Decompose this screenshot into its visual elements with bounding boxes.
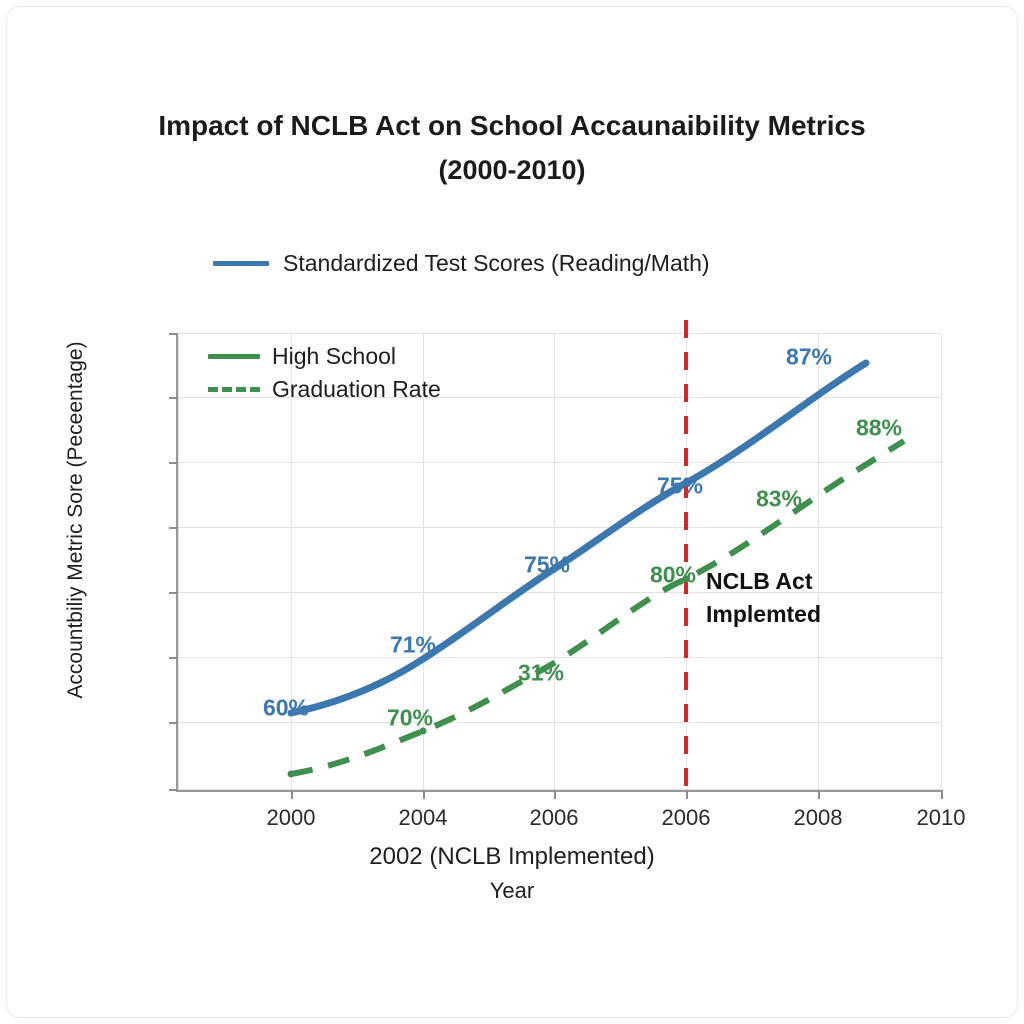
chart-title-line-1: Impact of NCLB Act on School Accaunaibil… — [158, 110, 866, 141]
series-line-graduation-rate — [290, 438, 906, 777]
x-tick-label: 2008 — [793, 805, 843, 830]
legend-graduation-rate[interactable]: High School Graduation Rate — [208, 343, 441, 403]
y-axis-title: Accountbiliy Metric Sore (Peceentage) — [64, 341, 87, 699]
gridline-horizontal — [178, 527, 942, 528]
legend-swatch-green-solid-icon — [208, 354, 260, 359]
legend-label-standardized-test-scores: Standardized Test Scores (Reading/Math) — [283, 250, 710, 276]
gridline-horizontal — [178, 462, 942, 463]
x-tick-mark — [423, 790, 425, 799]
y-tick-mark — [169, 657, 178, 659]
x-tick-label: 2006 — [661, 805, 711, 830]
gridline-vertical — [941, 333, 942, 790]
annotation-line-2: Implemted — [706, 601, 822, 627]
x-axis-title-block: 2002 (NCLB Implemented) Year — [0, 840, 1024, 908]
data-label-graduation-rate: 83% — [755, 485, 803, 512]
data-point — [287, 770, 295, 778]
x-tick-label: 2004 — [398, 805, 448, 830]
legend-swatch-green-dashed-icon — [208, 387, 260, 392]
chart-title: Impact of NCLB Act on School Accaunaibil… — [0, 104, 1024, 192]
gridline-vertical — [291, 333, 292, 790]
data-label-test-scores: 75% — [656, 472, 704, 499]
gridline-horizontal — [178, 333, 942, 334]
x-axis-title: Year — [489, 878, 535, 903]
gridline-horizontal — [178, 592, 942, 593]
x-tick-mark — [941, 790, 943, 799]
gridline-vertical — [423, 333, 424, 790]
data-point — [419, 727, 427, 735]
gridline-horizontal — [178, 789, 942, 790]
y-tick-mark — [169, 527, 178, 529]
data-label-graduation-rate: 88% — [855, 414, 903, 441]
x-tick-label: 2006 — [529, 805, 579, 830]
legend-entry-high-school[interactable]: High School — [208, 343, 441, 370]
data-label-graduation-rate: 80% — [649, 561, 697, 588]
gridline-vertical — [818, 333, 819, 790]
legend-label-graduation-rate: Graduation Rate — [272, 376, 441, 402]
gridline-horizontal — [178, 722, 942, 723]
y-tick-mark — [169, 333, 178, 335]
series-curves — [287, 320, 906, 790]
chart-title-line-2: (2000-2010) — [438, 155, 586, 185]
gridline-vertical — [554, 333, 555, 790]
data-label-graduation-rate: 31% — [517, 659, 565, 686]
plot-area: 100% 80% 70% 20% 5% 4% 5% 0% 2000 2004 2… — [169, 320, 965, 830]
data-label-test-scores: 87% — [785, 343, 833, 370]
y-tick-mark — [169, 462, 178, 464]
y-tick-mark — [169, 789, 178, 791]
x-tick-mark — [554, 790, 556, 799]
gridline-vertical-hidden — [178, 333, 179, 790]
data-point — [550, 565, 558, 573]
legend-entry-graduation-rate[interactable]: Graduation Rate — [208, 376, 441, 403]
data-point — [287, 709, 295, 717]
legend-standardized-test-scores[interactable]: Standardized Test Scores (Reading/Math) — [213, 250, 710, 277]
x-tick-mark — [818, 790, 820, 799]
series-line-test-scores — [287, 359, 870, 717]
data-label-test-scores: 75% — [523, 551, 571, 578]
annotation-nclb-act-implemented: NCLB Act Implemted — [706, 565, 871, 631]
y-tick-mark — [169, 592, 178, 594]
x-tick-label: 2010 — [916, 805, 966, 830]
x-tick-mark — [291, 790, 293, 799]
x-axis-event-note: 2002 (NCLB Implemented) — [369, 843, 655, 870]
x-tick-label: 2000 — [266, 805, 316, 830]
x-tick-mark — [686, 790, 688, 799]
data-point — [682, 575, 690, 583]
data-point — [419, 655, 427, 663]
legend-label-high-school: High School — [272, 343, 397, 369]
data-label-graduation-rate: 70% — [386, 704, 434, 731]
annotation-line-1: NCLB Act — [706, 568, 813, 594]
data-point — [682, 479, 690, 487]
gridline-horizontal — [178, 657, 942, 658]
y-tick-mark — [169, 722, 178, 724]
data-label-test-scores: 71% — [389, 631, 437, 658]
legend-swatch-blue-line-icon — [213, 261, 269, 266]
data-label-test-scores: 60% — [262, 694, 310, 721]
gridline-horizontal — [178, 397, 942, 398]
y-tick-mark — [169, 397, 178, 399]
